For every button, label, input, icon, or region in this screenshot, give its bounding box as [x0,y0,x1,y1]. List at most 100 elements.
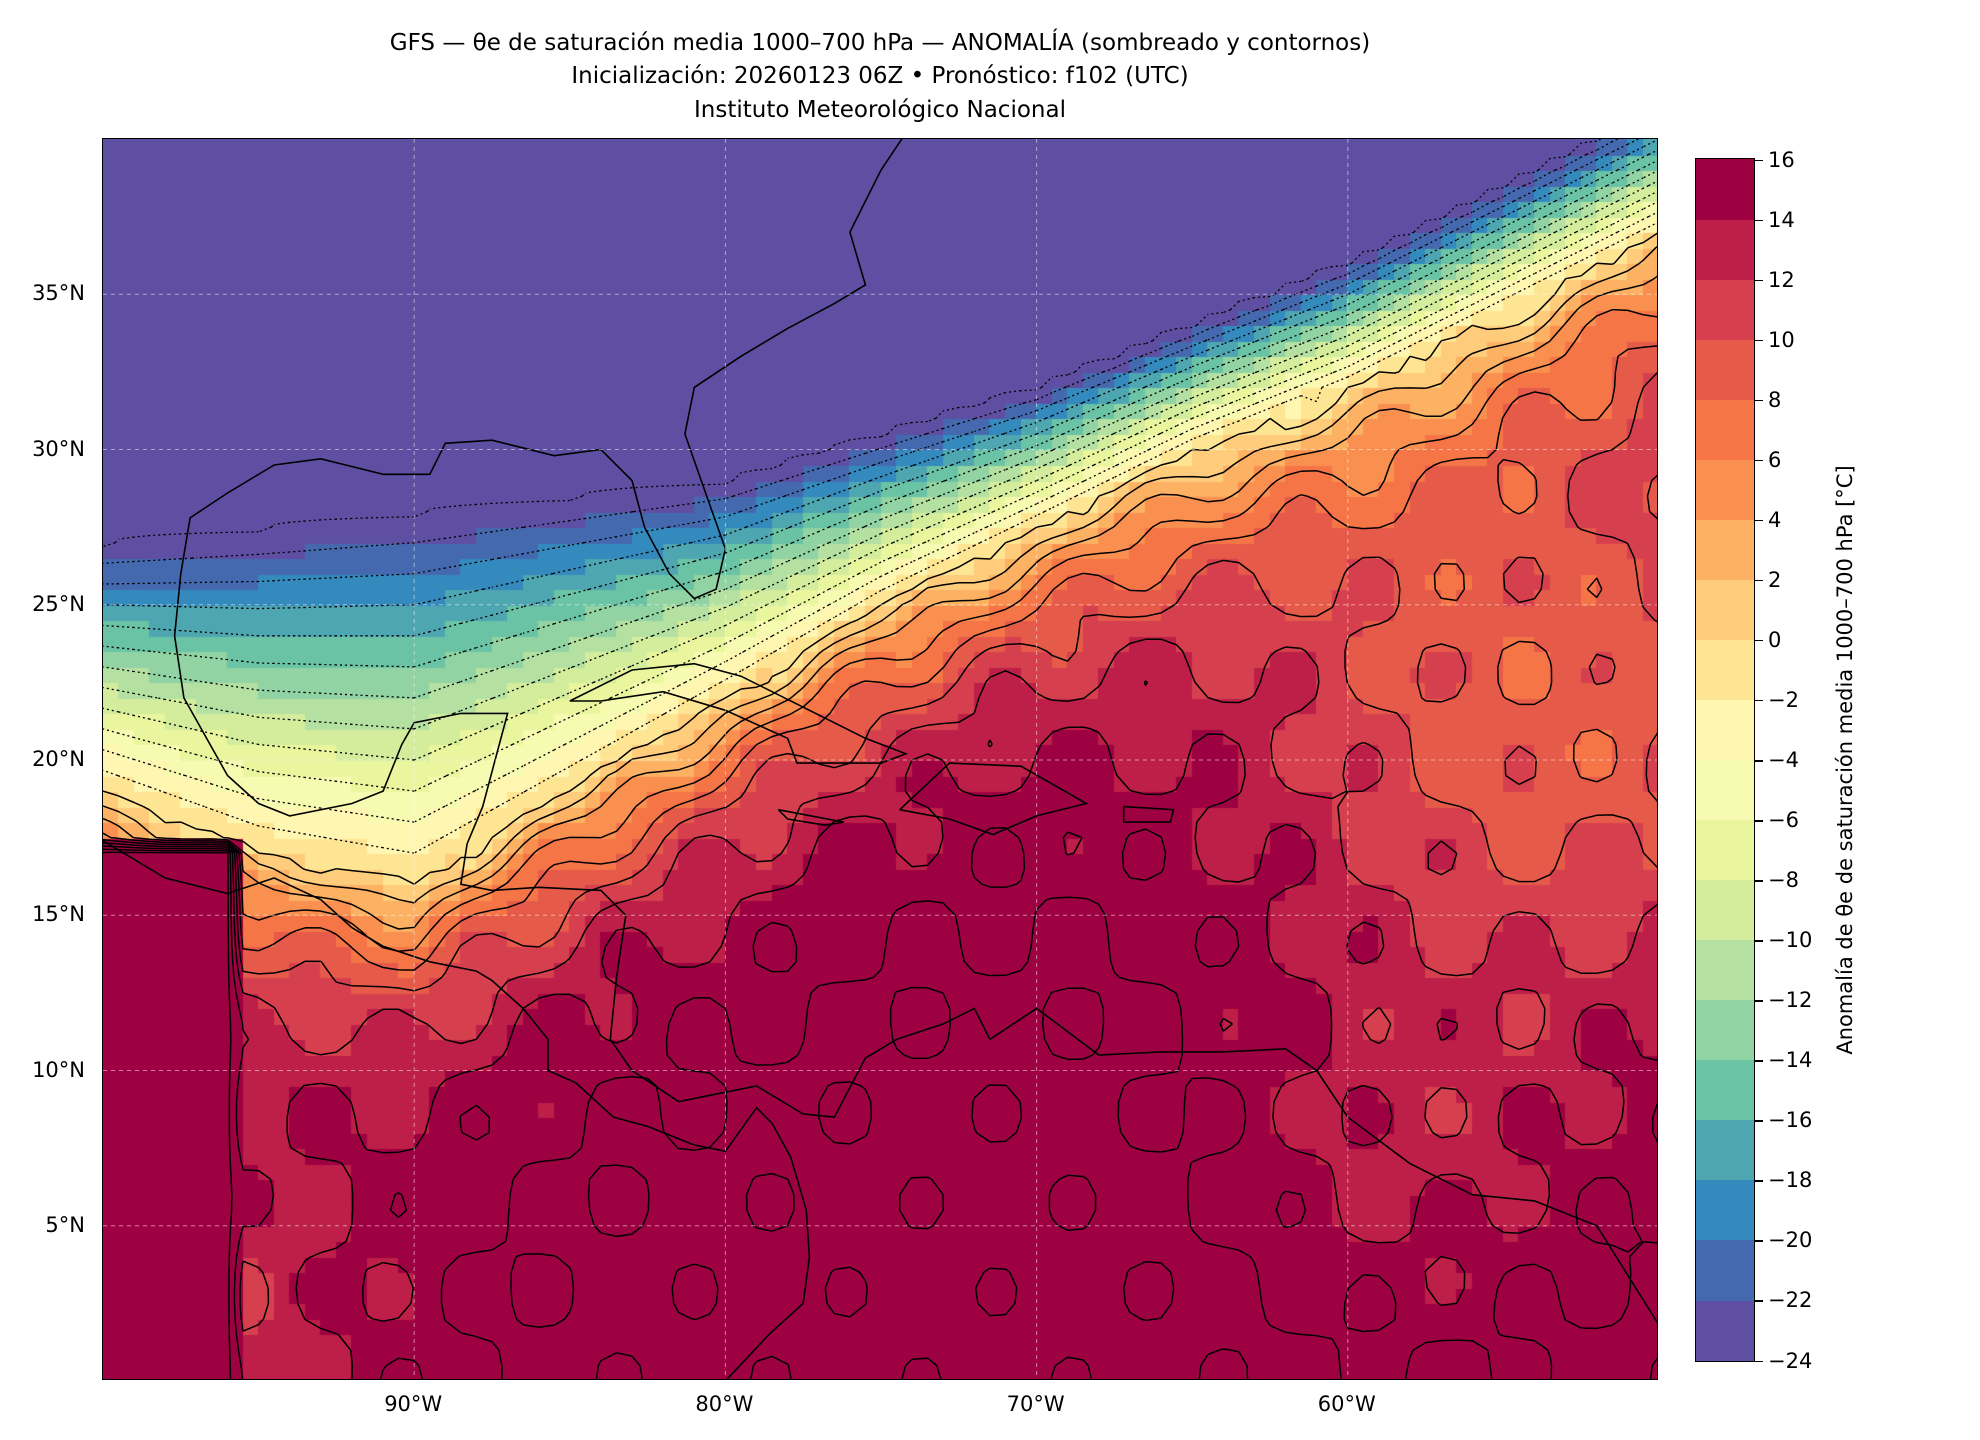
colorbar-tick [1755,399,1763,402]
colorbar-tick-label: 14 [1768,207,1795,232]
colorbar-tick [1755,339,1763,342]
colorbar-tick [1755,1180,1763,1182]
colorbar-segment [1696,1299,1754,1361]
colorbar-tick-label: −8 [1768,868,1799,893]
x-tick-label: 60°W [1317,1392,1376,1416]
colorbar-segment [1696,759,1754,821]
colorbar-tick [1755,279,1763,282]
anomaly-shading [103,139,1657,1379]
colorbar-tick [1755,579,1763,582]
colorbar-segment [1696,1179,1754,1241]
contour--20 [103,139,1639,585]
y-tick-label: 15°N [32,902,85,927]
colorbar-tick [1755,1360,1763,1362]
contour-14 [103,680,1657,1379]
contour-8 [103,345,1657,971]
y-tick-label: 30°N [32,436,85,461]
colorbar-tick-label: 10 [1768,327,1795,352]
contour-6 [103,308,1657,953]
y-tick-label: 10°N [32,1057,85,1082]
contour--16 [103,149,1657,637]
colorbar-segment [1696,339,1754,400]
contour--12 [103,170,1657,699]
colorbar-tick-label: 4 [1768,507,1782,532]
contour-0 [103,232,1657,885]
colorbar-tick [1755,1000,1763,1002]
contour--6 [103,201,1657,792]
colorbar-segment [1696,399,1754,460]
colorbar-tick-label: 2 [1768,567,1782,592]
colorbar-tick [1755,1120,1763,1122]
y-tick-label: 35°N [32,281,85,306]
coastline-6 [1122,805,1175,823]
contour--10 [103,180,1657,730]
colorbar [1695,158,1755,1362]
colorbar-tick-label: −16 [1768,1108,1813,1133]
x-tick-label: 90°W [384,1392,443,1416]
colorbar-segment [1696,159,1754,220]
colorbar-tick-label: −24 [1768,1348,1813,1373]
colorbar-tick [1755,1060,1763,1062]
contour--18 [103,139,1657,610]
title-line-2: Inicialización: 20260123 06Z • Pronóstic… [571,63,1189,89]
colorbar-tick [1755,880,1763,882]
colorbar-segment [1696,939,1754,1001]
x-tick-label: 80°W [695,1392,754,1416]
colorbar-segment [1696,1119,1754,1181]
colorbar-segment [1696,579,1754,640]
x-tick-label: 70°W [1006,1392,1065,1416]
y-tick-label: 25°N [32,591,85,616]
contour-12 [103,638,1657,1332]
contour--24 [103,139,1602,548]
colorbar-segment [1696,459,1754,520]
colorbar-tick [1755,699,1763,702]
colorbar-segment [1696,999,1754,1061]
contour--2 [103,222,1657,854]
colorbar-tick [1755,519,1763,522]
colorbar-tick [1755,820,1763,822]
colorbar-tick [1755,639,1763,642]
colorbar-label: Anomalía de θe de saturación media 1000–… [1833,465,1857,1055]
colorbar-tick-label: −18 [1768,1168,1813,1193]
colorbar-tick [1755,760,1763,762]
colorbar-tick [1755,459,1763,462]
colorbar-segment [1696,819,1754,881]
colorbar-segment [1696,639,1754,701]
colorbar-tick [1755,1300,1763,1302]
map-overlay [103,139,1657,1379]
colorbar-tick-label: 0 [1768,627,1782,652]
colorbar-segment [1696,1059,1754,1121]
colorbar-tick [1755,940,1763,942]
contour-16 [103,826,1657,1379]
colorbar-segment [1696,699,1754,761]
colorbar-segment [1696,879,1754,941]
colorbar-tick-label: −6 [1768,808,1799,833]
title-line-3: Instituto Meteorológico Nacional [694,97,1066,123]
colorbar-tick-label: −10 [1768,928,1813,953]
y-tick-label: 5°N [45,1212,85,1237]
coastline-2 [103,840,811,1379]
colorbar-tick-label: 12 [1768,267,1795,292]
colorbar-segment [1696,279,1754,340]
colorbar-tick-label: 6 [1768,447,1782,472]
contour--22 [103,139,1618,565]
colorbar-tick [1755,219,1763,222]
colorbar-tick-label: 8 [1768,387,1782,412]
y-tick-label: 20°N [32,747,85,771]
colorbar-tick [1755,1240,1763,1242]
coastline-0 [180,139,903,600]
colorbar-tick-label: −12 [1768,988,1813,1013]
colorbar-tick [1755,159,1763,161]
colorbar-tick-label: −20 [1768,1228,1813,1253]
contour--4 [103,211,1657,823]
contour-2 [103,245,1657,904]
coastline-4 [899,762,1089,836]
contour-10 [103,371,1657,992]
colorbar-tick-label: −14 [1768,1048,1813,1073]
contour-4 [103,275,1657,930]
colorbar-tick-label: −2 [1768,687,1799,712]
contour--14 [103,159,1657,668]
colorbar-segment [1696,519,1754,580]
colorbar-tick-label: 16 [1768,147,1795,172]
map-plot-area [102,138,1658,1380]
